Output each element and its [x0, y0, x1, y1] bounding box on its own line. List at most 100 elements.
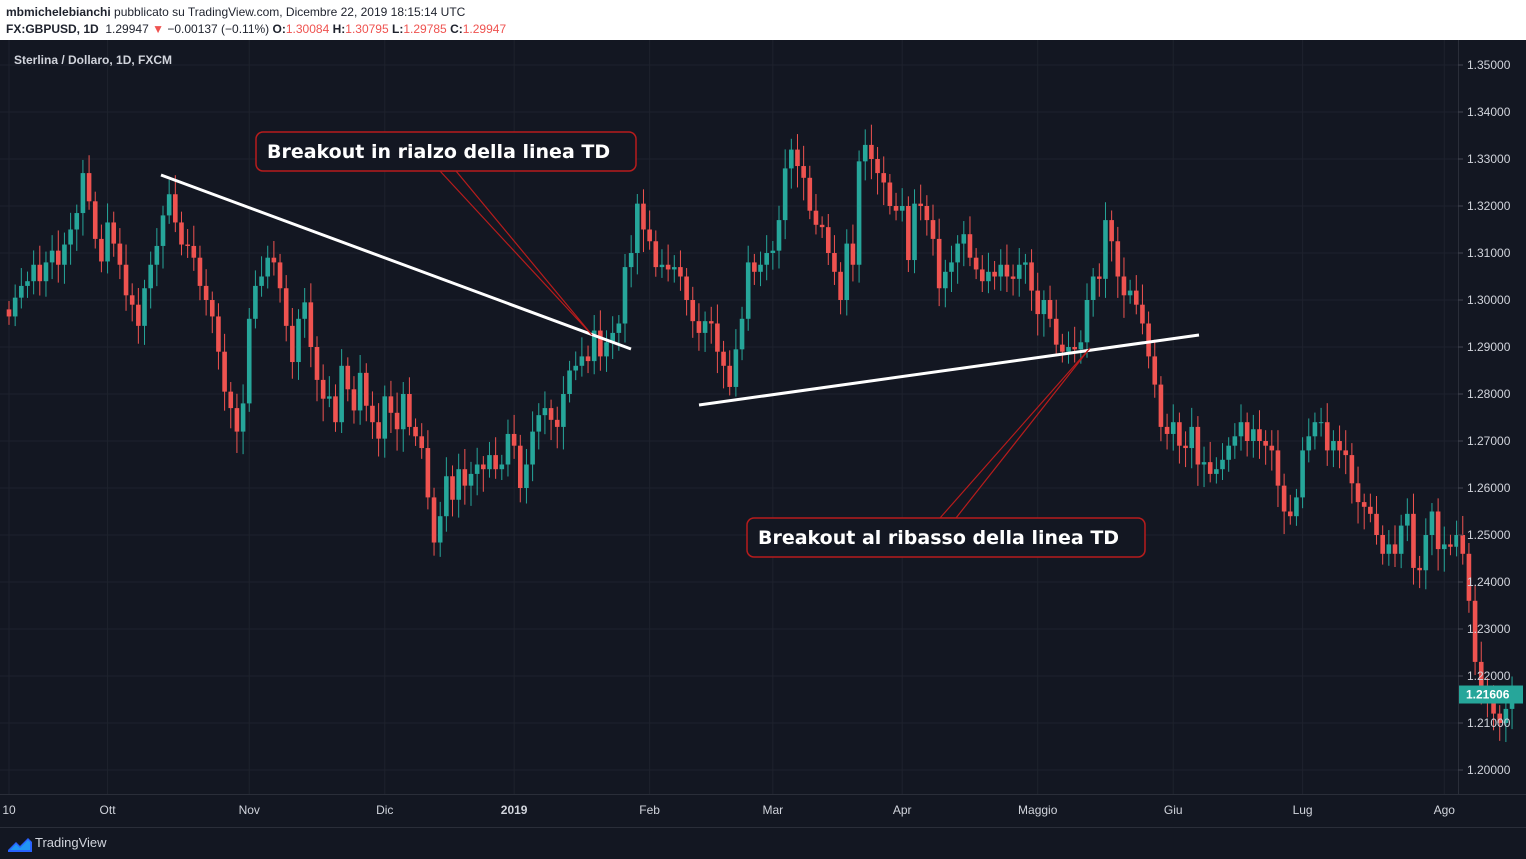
candle-body	[1275, 450, 1281, 486]
time-axis[interactable]: 10 Ott Nov Dic 2019 Feb Mar Apr Maggio Giu Lug Ago	[2, 803, 1455, 817]
price-tick-label: 1.21000	[1467, 716, 1511, 730]
tradingview-logo-icon[interactable]	[8, 838, 32, 852]
candle-body	[1417, 567, 1422, 571]
price-tick-label: 1.28000	[1467, 387, 1511, 401]
candle-body	[561, 394, 566, 427]
candle-body	[1331, 441, 1336, 451]
candle-body	[973, 257, 979, 270]
callout-box	[255, 131, 637, 172]
candle-body	[296, 318, 301, 363]
candle-body	[524, 464, 529, 488]
candle-body	[702, 321, 708, 333]
candle-body	[1294, 497, 1299, 517]
published-text: pubblicato su TradingView.com, Dicembre …	[110, 5, 466, 19]
candle-body	[400, 394, 406, 430]
symbol-label: FX:GBPUSD, 1D	[6, 22, 99, 36]
candle-body	[74, 213, 80, 230]
candle-body	[850, 243, 856, 265]
candle-body	[339, 365, 344, 423]
last-price-badge	[1459, 685, 1523, 704]
candle-body	[801, 166, 806, 178]
candle-body	[253, 285, 258, 319]
price-tick-label: 1.20000	[1467, 763, 1511, 777]
candle-body	[1287, 511, 1293, 517]
time-tick-label: 10	[2, 803, 16, 817]
candle-body	[129, 295, 135, 305]
candle-body	[622, 267, 628, 324]
candle-body	[31, 264, 36, 282]
candle-body	[554, 419, 560, 427]
candle-body	[992, 271, 997, 277]
candle-body	[807, 177, 813, 211]
candle-body	[68, 229, 73, 245]
candle-body	[1454, 535, 1459, 547]
candle-body	[875, 159, 880, 174]
author-name[interactable]: mbmichelebianchi	[6, 5, 111, 19]
candle-body	[320, 379, 326, 399]
candle-body	[228, 391, 234, 409]
price-tick-label: 1.26000	[1467, 481, 1511, 495]
candle-body	[283, 288, 289, 326]
candle-body	[43, 262, 49, 282]
time-tick-label: Nov	[239, 803, 260, 817]
candle-body	[1115, 241, 1121, 277]
candle-body	[357, 372, 363, 411]
footer-brand-label[interactable]: TradingView	[35, 835, 107, 850]
candle-body	[825, 227, 831, 253]
candle-body	[413, 426, 418, 437]
price-axis[interactable]: 1.20000 1.21000 1.22000 1.23000 1.24000 1.250…	[1458, 58, 1511, 777]
candle-body	[1478, 661, 1484, 691]
low-value: 1.29785	[403, 22, 447, 36]
candle-body	[111, 222, 117, 244]
candle-body	[1023, 262, 1028, 265]
candle-body	[191, 245, 197, 258]
chart-area[interactable]: Breakout in rialzo della linea TD Breako…	[0, 40, 1526, 827]
candle-body	[136, 304, 141, 326]
candle-body	[986, 271, 991, 282]
candle-body	[782, 168, 788, 221]
candle-body	[388, 396, 394, 413]
candle-body	[1380, 535, 1385, 554]
callout-breakout-down[interactable]: Breakout al ribasso della linea TD	[746, 517, 1146, 558]
candle-body	[437, 516, 443, 543]
open-label: O:	[272, 22, 286, 36]
candle-body	[1164, 426, 1170, 434]
candle-body	[1207, 462, 1213, 474]
candle-body	[1491, 701, 1496, 714]
candle-body	[936, 238, 942, 289]
candle-body	[308, 302, 314, 347]
candle-body	[419, 436, 425, 449]
price-tick-label: 1.25000	[1467, 528, 1511, 542]
ohlc-legend: FX:GBPUSD, 1D 1.29947 ▼ −0.00137 (−0.11%…	[6, 22, 506, 36]
candle-body	[1140, 304, 1145, 324]
candle-body	[715, 323, 720, 352]
candle-body	[240, 403, 246, 432]
candle-body	[1103, 220, 1108, 279]
candle-body	[671, 267, 677, 270]
uptrend-td-line[interactable]	[698, 333, 1200, 407]
candle-body	[450, 476, 455, 500]
candle-body	[770, 250, 776, 253]
candle-body	[290, 325, 295, 363]
candlestick-chart[interactable]: Breakout in rialzo della linea TD Breako…	[0, 40, 1526, 827]
candle-body	[721, 351, 726, 366]
candle-body	[1158, 384, 1164, 427]
candle-body	[591, 330, 597, 362]
candle-body	[1386, 544, 1392, 554]
candle-body	[1078, 342, 1084, 350]
candle-body	[1368, 506, 1373, 514]
candle-body	[333, 396, 338, 423]
drawings-layer[interactable]: Breakout in rialzo della linea TD Breako…	[160, 131, 1200, 558]
candle-body	[542, 408, 548, 416]
candle-body	[727, 365, 733, 387]
downtrend-td-line[interactable]	[160, 173, 632, 351]
candle-body	[363, 372, 369, 406]
candle-body	[795, 149, 800, 167]
candle-body	[1361, 502, 1367, 507]
candle-body	[425, 448, 431, 498]
candle-body	[1312, 422, 1318, 437]
candle-body	[1127, 290, 1133, 296]
candle-body	[1257, 429, 1262, 441]
callout-breakout-up[interactable]: Breakout in rialzo della linea TD	[255, 131, 637, 172]
last-price: 1.29947	[105, 22, 149, 36]
